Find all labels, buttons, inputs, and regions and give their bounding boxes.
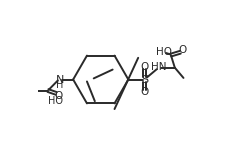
Text: N: N — [56, 75, 64, 84]
Text: HO: HO — [156, 47, 172, 57]
Text: H: H — [56, 80, 63, 90]
Text: O: O — [55, 91, 63, 101]
Text: HN: HN — [151, 62, 167, 72]
Text: O: O — [178, 45, 186, 55]
Text: S: S — [141, 75, 148, 84]
Text: O: O — [141, 87, 149, 97]
Text: O: O — [141, 62, 149, 72]
Text: HO: HO — [48, 96, 63, 106]
